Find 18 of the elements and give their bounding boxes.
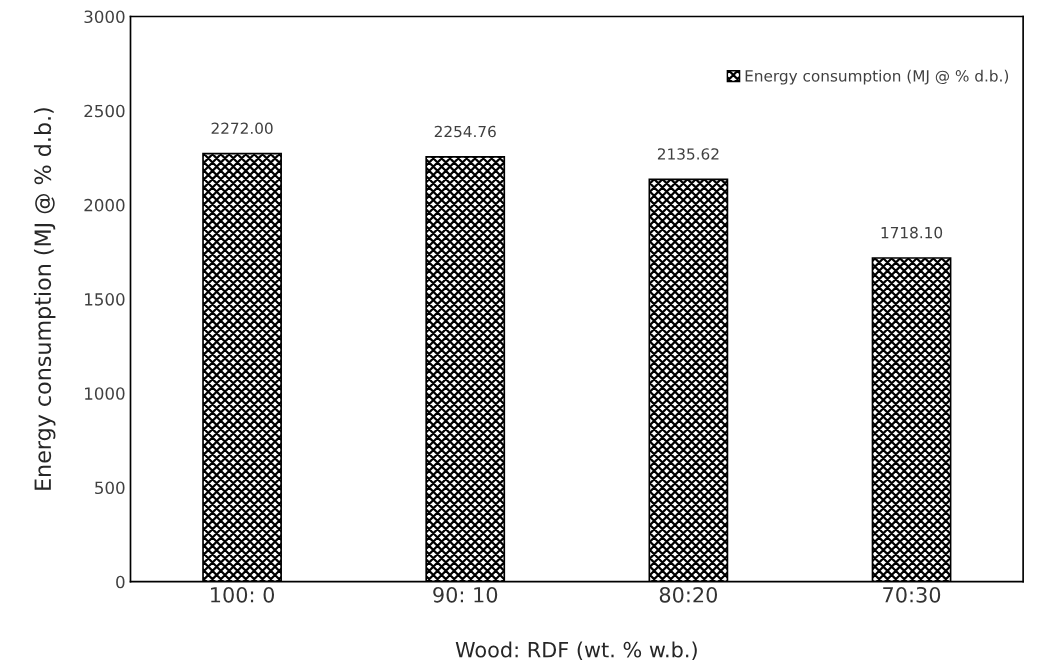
legend-label: Energy consumption (MJ @ % d.b.) <box>745 69 1009 85</box>
y-tick-label: 2500 <box>84 104 125 118</box>
x-tick-label: 90: 10 <box>433 586 498 603</box>
y-tick-label: 1500 <box>85 293 125 306</box>
text: 1718.10 <box>881 226 943 239</box>
y-axis-title: Energy consumption (MJ @ % d.b.) <box>33 108 56 490</box>
y-tick-label: 2000 <box>84 198 125 212</box>
text: 2135.62 <box>657 148 719 160</box>
x-axis-title: Wood: RDF (wt. % w.b.) <box>455 641 697 660</box>
x-tick-label: 70:30 <box>883 586 941 603</box>
x-tick-label: 80:20 <box>659 586 718 603</box>
text: 2272.00 <box>211 122 273 135</box>
x-tick-label: 100: 0 <box>211 586 275 603</box>
text: 2254.76 <box>434 125 496 138</box>
y-tick-label: 500 <box>95 481 125 495</box>
y-tick-label: 3000 <box>84 10 125 24</box>
y-tick-label: 1000 <box>85 387 125 400</box>
y-tick-label: 0 <box>116 575 125 589</box>
